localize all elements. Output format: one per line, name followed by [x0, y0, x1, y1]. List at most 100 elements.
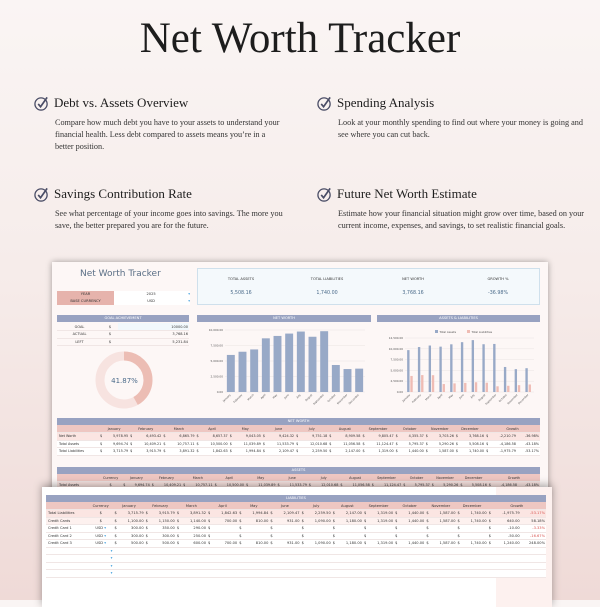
cell-value: 10,500.00 — [201, 440, 229, 448]
growth-header: Growth — [487, 502, 546, 510]
cell-value: 1,994.84 — [234, 447, 262, 456]
row-label: Credit Card 2 — [46, 532, 88, 540]
month-header: February — [150, 474, 183, 482]
settings-table: YEAR 2025 ▾ BASE CURRENCY USD ▾ — [57, 291, 190, 305]
cell-value — [244, 532, 270, 540]
bar — [273, 335, 282, 392]
blank-header — [57, 425, 99, 433]
bar — [407, 350, 410, 392]
cell-value: 1,440.00 — [400, 539, 426, 548]
goal-label: LEFT — [57, 338, 102, 346]
cell-value: 5,978.95 — [104, 432, 130, 441]
currency-symbol: $ — [129, 440, 136, 448]
cell-value: 810.00 — [244, 539, 270, 548]
cell-value: 3,915.79 — [135, 447, 163, 456]
table-row: Credit Cards $ $1,100.00 $1,150.00 $1,140.00… — [46, 517, 546, 525]
bar — [343, 369, 352, 392]
currency-symbol: $ — [175, 509, 182, 518]
currency-dropdown-icon[interactable]: ▾ — [103, 541, 107, 546]
currency-symbol: $ — [261, 440, 268, 448]
cell-value: 1,440.00 — [400, 517, 426, 525]
currency-symbol: $ — [144, 532, 151, 540]
currency-dropdown-icon[interactable]: ▾ — [103, 533, 107, 538]
feature-title: Future Net Worth Estimate — [337, 186, 477, 201]
currency-symbol: $ — [454, 432, 461, 441]
month-header: May — [245, 474, 277, 482]
kpi-label: TOTAL ASSETS — [227, 277, 255, 281]
check-circle-icon — [317, 187, 331, 202]
currency-dropdown-icon[interactable]: ▾ — [103, 526, 107, 531]
currency-symbol: $ — [394, 532, 401, 540]
bar — [496, 386, 499, 392]
month-header: December — [456, 502, 488, 510]
currency-symbol: $ — [261, 447, 268, 456]
cell-value: 1,180.00 — [337, 517, 363, 525]
cell-value: 11,056.58 — [334, 440, 362, 448]
row-label: Total Liabilities — [46, 509, 88, 518]
cell-value: 931.00 — [275, 517, 301, 525]
currency-symbol: $ — [300, 509, 307, 518]
month-header: January — [113, 502, 145, 510]
x-tick-label: November — [336, 392, 349, 405]
currency-dropdown-icon[interactable]: ▾ — [88, 547, 114, 555]
table-row: Credit Card 1 USD ▾ $300.00 $350.00 $290.00 $… — [46, 524, 546, 533]
currency-symbol: $ — [362, 509, 369, 518]
x-tick-label: July — [469, 393, 476, 400]
currency-symbol: $ — [269, 532, 276, 540]
feature-title: Savings Contribution Rate — [54, 186, 192, 201]
growth-value: 1,240.00 — [493, 539, 521, 548]
legend-label: Total Assets — [439, 330, 457, 334]
y-tick-label: 7,500.00 — [391, 358, 404, 362]
x-tick-label: October — [498, 392, 509, 403]
month-header: June — [269, 502, 301, 510]
x-tick-label: December — [517, 392, 530, 405]
cell-value: 9,694.74 — [104, 440, 130, 448]
check-circle-icon — [34, 187, 48, 202]
month-header: June — [276, 474, 308, 482]
cell-value: 9,424.32 — [267, 432, 296, 441]
cell-value — [275, 532, 301, 540]
growth-value: -10.00 — [493, 524, 521, 533]
cell-value — [306, 532, 332, 540]
y-tick-label: 10,000.00 — [389, 347, 403, 351]
x-tick-label: May — [447, 393, 454, 400]
bar — [261, 338, 270, 392]
bar — [417, 347, 421, 392]
cell-value: 1,440.00 — [400, 509, 426, 518]
y-tick-label: 5,000.00 — [391, 368, 404, 372]
empty-cell — [113, 562, 546, 570]
x-tick-label: March — [246, 393, 255, 402]
bar — [285, 333, 294, 392]
currency-symbol: $ — [456, 517, 463, 525]
cell-value: 931.00 — [275, 539, 301, 548]
currency-dropdown-icon[interactable]: ▾ — [88, 562, 114, 570]
cell-value: 3,703.26 — [430, 432, 455, 441]
currency-symbol: $ — [195, 447, 202, 456]
cell-value: 600.00 — [181, 539, 207, 548]
cell-value: 1,319.00 — [368, 539, 395, 548]
month-header: March — [162, 425, 196, 433]
y-tick-label: 2,500.00 — [391, 379, 404, 383]
month-header: January — [122, 474, 151, 482]
cell-value: 4,355.37 — [400, 432, 425, 441]
cell-value: 3,891.32 — [181, 509, 207, 518]
blank-header — [57, 474, 99, 482]
cell-value: 6,493.42 — [135, 432, 163, 441]
currency-symbol: $ — [361, 447, 368, 456]
currency-dropdown-icon[interactable]: ▾ — [88, 554, 114, 563]
cell-value: 500.00 — [150, 539, 176, 548]
currency-symbol: $ — [102, 323, 119, 331]
growth-value: -1,975.79 — [493, 509, 521, 518]
year-select[interactable]: 2025 — [114, 291, 189, 298]
page-title: Net Worth Tracker — [139, 15, 461, 62]
currency-dropdown-icon[interactable]: ▾ — [88, 569, 114, 578]
net-worth-table: NET WORTH January February March April May Ju… — [57, 418, 540, 456]
x-tick-label: April — [260, 393, 267, 400]
growth-value: -2,210.79 — [490, 432, 517, 441]
cell-value: 3,891.32 — [168, 447, 196, 456]
currency-select[interactable]: USD — [114, 298, 189, 305]
currency-symbol: $ — [261, 432, 268, 441]
cell-value: 700.00 — [213, 539, 239, 548]
growth-value: -50.00 — [493, 532, 521, 540]
currency-symbol: $ — [295, 447, 301, 456]
